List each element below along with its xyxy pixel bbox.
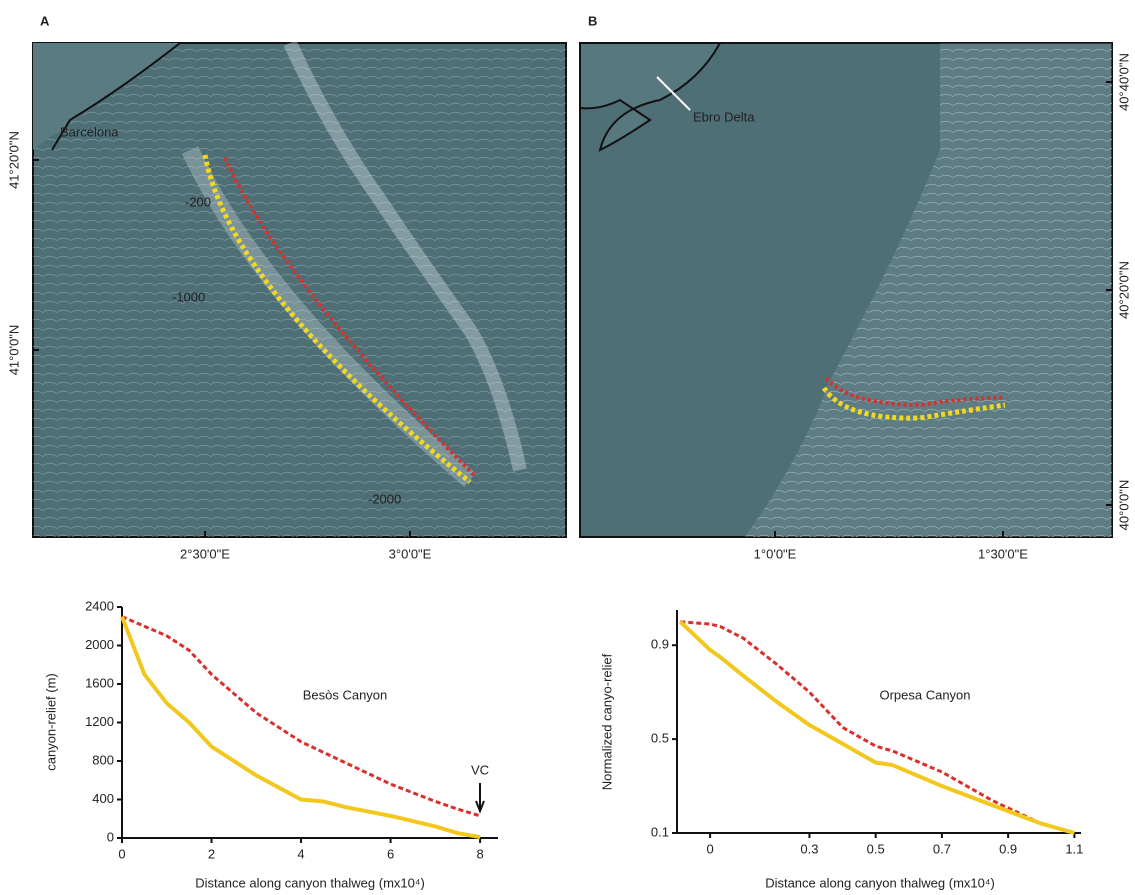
y-tick-label: 1600 (85, 675, 114, 690)
y-tick-label: 2000 (85, 637, 114, 652)
y-axis-label: canyon-relief (m) (43, 673, 58, 771)
x-tick-label: 1°0'0"E (754, 546, 797, 561)
chart-title: Orpesa Canyon (879, 687, 970, 702)
y-tick-label: 40°20'0"N (1116, 261, 1131, 319)
y-tick-label: 400 (92, 791, 114, 806)
x-tick-label: 8 (476, 846, 483, 861)
place-label: Ebro Delta (693, 109, 755, 124)
y-tick-label: 41°20'0"N (6, 131, 21, 189)
x-axis-label: Distance along canyon thalweg (mx10⁴) (195, 875, 425, 890)
contour-label: -200 (185, 194, 211, 209)
y-tick-label: 40°40'0"N (1116, 53, 1131, 111)
x-tick-label: 0.9 (999, 841, 1017, 856)
series-line (678, 620, 1075, 835)
y-tick-label: 0.5 (651, 731, 669, 746)
chart-title: Besòs Canyon (303, 687, 388, 702)
x-tick-label: 1°30'0"E (978, 546, 1028, 561)
y-tick-label: 800 (92, 752, 114, 767)
x-tick-label: 1.1 (1065, 841, 1083, 856)
x-tick-label: 0 (706, 841, 713, 856)
x-tick-label: 6 (387, 846, 394, 861)
contour-label: -1000 (172, 289, 205, 304)
panel-label: B (588, 13, 597, 28)
y-tick-label: 2400 (85, 598, 114, 613)
y-tick-label: 1200 (85, 714, 114, 729)
x-tick-label: 4 (297, 846, 304, 861)
line-chart: 0.1 0.5 0.9 0 0.3 0.5 0.7 0.9 1.1 Orpesa Canyon Di… (599, 610, 1083, 890)
y-tick-label: 40°0'0"N (1116, 480, 1131, 531)
x-tick-label: 0.5 (867, 841, 885, 856)
series-line (121, 615, 481, 818)
series-line (680, 620, 1075, 835)
x-tick-label: 2°30'0"E (180, 546, 230, 561)
y-tick-label: 0 (107, 829, 114, 844)
x-axis-label: Distance along canyon thalweg (mx10⁴) (765, 875, 995, 890)
x-tick-label: 3°0'0"E (389, 546, 432, 561)
contour-label: -2000 (368, 491, 401, 506)
panel-label: A (40, 13, 50, 28)
map-a (32, 40, 567, 538)
y-axis-label: Normalized canyo-relief (599, 653, 614, 790)
annotation-arrow (475, 783, 485, 814)
annotation: VC (471, 762, 489, 777)
series-line (120, 615, 481, 840)
x-tick-label: 2 (208, 846, 215, 861)
line-chart: 0 400 800 1200 1600 2000 2400 0 2 4 6 8 Besòs Canyon… (43, 598, 498, 890)
x-tick-label: 0.7 (933, 841, 951, 856)
x-tick-label: 0.3 (800, 841, 818, 856)
x-tick-label: 0 (118, 846, 125, 861)
place-label: Barcelona (60, 124, 119, 139)
y-tick-label: 0.1 (651, 824, 669, 839)
map-b (579, 42, 1113, 538)
y-tick-label: 0.9 (651, 637, 669, 652)
y-tick-label: 41°0'0"N (6, 325, 21, 376)
